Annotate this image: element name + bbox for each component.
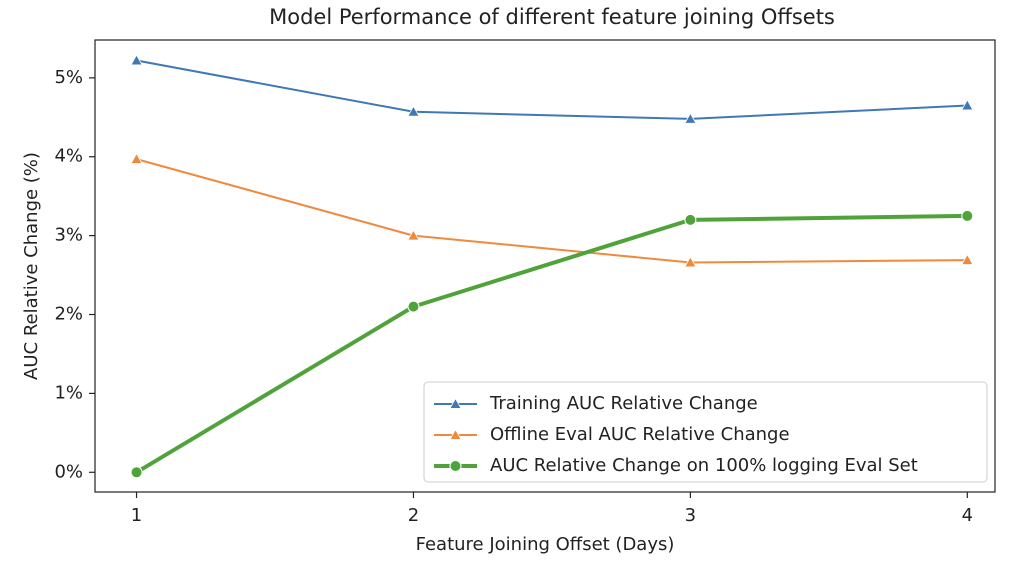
series-line xyxy=(136,59,968,120)
series-line xyxy=(136,158,968,264)
legend-marker xyxy=(449,460,462,472)
legend-marker xyxy=(449,428,462,440)
x-tick-label: 4 xyxy=(962,505,973,526)
plot-frame xyxy=(94,39,996,493)
marker xyxy=(130,466,143,479)
y-tick-label: 5% xyxy=(54,67,83,88)
marker xyxy=(684,213,697,226)
legend-label: AUC Relative Change on 100% logging Eval… xyxy=(490,455,918,476)
x-tick-label: 3 xyxy=(685,505,696,526)
marker xyxy=(961,253,974,265)
y-tick-label: 1% xyxy=(54,382,83,403)
marker xyxy=(684,112,697,124)
y-axis-label: AUC Relative Change (%) xyxy=(21,152,42,380)
marker xyxy=(961,209,974,222)
y-tick-label: 4% xyxy=(54,146,83,167)
y-tick-label: 3% xyxy=(54,225,83,246)
x-tick-label: 2 xyxy=(408,505,419,526)
marker xyxy=(407,105,420,117)
marker xyxy=(130,152,143,164)
series-line xyxy=(135,213,968,474)
marker xyxy=(407,300,420,313)
marker xyxy=(407,229,420,241)
legend-label: Training AUC Relative Change xyxy=(489,393,758,414)
legend-label: Offline Eval AUC Relative Change xyxy=(490,424,790,445)
y-tick-label: 0% xyxy=(54,461,83,482)
marker xyxy=(684,256,697,268)
legend: Training AUC Relative Change Offline Eval… xyxy=(423,381,988,483)
x-axis-label: Feature Joining Offset (Days) xyxy=(416,534,675,555)
chart-title: Model Performance of different feature j… xyxy=(269,5,835,29)
y-tick-label: 2% xyxy=(54,304,83,325)
legend-marker xyxy=(449,397,462,409)
x-tick-label: 1 xyxy=(131,505,142,526)
marker xyxy=(961,99,974,111)
legend-box xyxy=(423,381,988,483)
marker xyxy=(130,54,143,66)
